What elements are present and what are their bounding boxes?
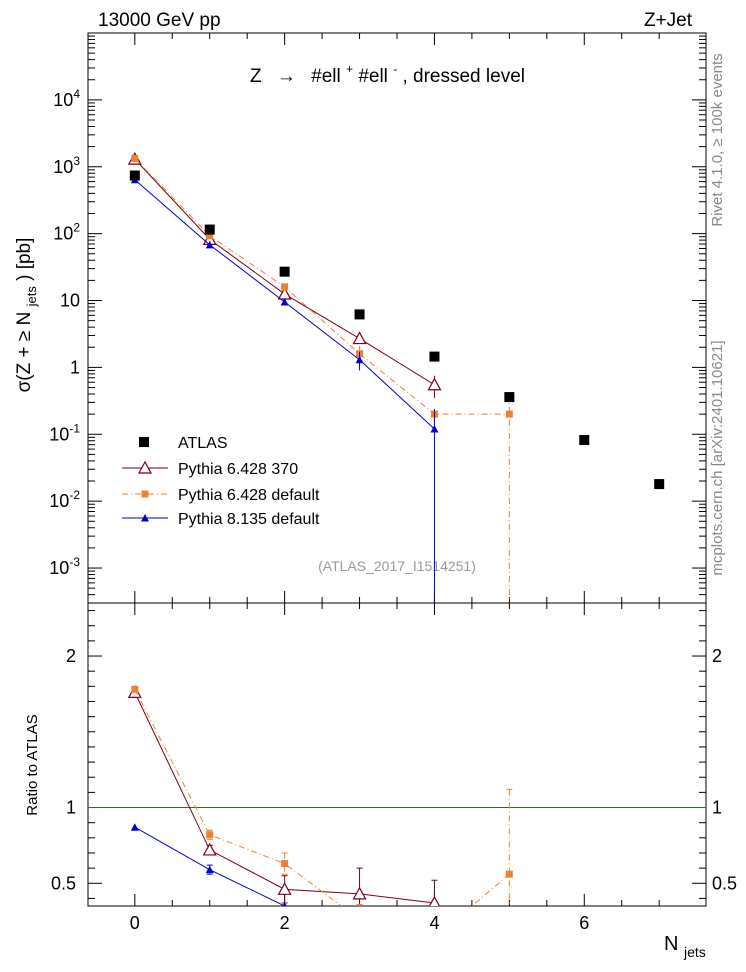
legend-label: Pythia 6.428 default (178, 487, 320, 504)
data-point (280, 298, 289, 306)
ratio-y-tick-label: 2 (66, 646, 76, 666)
y-axis-label: σ(Z + ≥ N jets ) [pb] (14, 238, 41, 393)
title-post: , dressed level (402, 66, 525, 87)
ratio-panel: 0 2 4 6 0.5 0.5 1 1 2 2 (51, 602, 737, 951)
atlas-point (429, 351, 440, 362)
ratio-series-line (134, 826, 287, 906)
y-axis-label-sub: jets (24, 286, 39, 308)
analysis-watermark: (ATLAS_2017_I1514251) (318, 558, 476, 574)
ratio-point (356, 916, 363, 923)
y-tick-label: 10-1 (49, 421, 80, 444)
ratio-y-tick-label-right: 0.5 (712, 873, 737, 893)
ratio-y-tick-label: 1 (66, 798, 76, 818)
ratio-y-tick-label: 0.5 (51, 873, 76, 893)
ratio-point (131, 685, 139, 693)
data-point (505, 410, 513, 418)
ratio-y-axis-label: Ratio to ATLAS (24, 714, 41, 815)
data-point (430, 424, 439, 433)
legend-atlas-marker (139, 437, 149, 447)
x-tick-label: 6 (579, 913, 589, 933)
ratio-point (431, 934, 438, 941)
legend-label: Pythia 8.135 default (178, 511, 320, 528)
series-line (134, 158, 510, 415)
ratio-point (428, 895, 441, 906)
ratio-point (430, 943, 438, 951)
title-lep1: #ell (311, 66, 341, 87)
ratio-point (505, 870, 513, 878)
y-tick-label: 1 (70, 357, 80, 377)
atlas-point (354, 309, 365, 320)
main-panel: 10-3 10-2 10-1 1 10 102 103 104 (49, 32, 707, 906)
atlas-point (129, 170, 140, 181)
data-point (206, 232, 214, 240)
y-tick-label: 10-3 (49, 555, 80, 578)
x-axis-label-main: N (664, 933, 678, 955)
atlas-point (504, 392, 515, 403)
legend: ATLAS Pythia 6.428 370 Pythia 6.428 defaul… (122, 435, 320, 528)
ratio-frame (87, 602, 707, 907)
ratio-series-group (127, 685, 513, 951)
mcplots-label: mcplots.cern.ch [arXiv:2401.10621] (709, 340, 726, 575)
rivet-label: Rivet 4.1.0, ≥ 100k events (709, 53, 726, 226)
x-axis-label: N jets (664, 933, 706, 960)
ratio-point (130, 823, 139, 831)
y-tick-label: 104 (53, 87, 80, 110)
main-series-group (127, 151, 665, 603)
ratio-point (205, 865, 214, 874)
y-tick-label: 10-2 (49, 488, 80, 511)
data-point (131, 154, 139, 162)
legend-marker (141, 514, 149, 522)
atlas-point (279, 266, 290, 277)
ratio-point (352, 886, 367, 900)
plot-title: Z → #ell + #ell - , dressed level (250, 57, 525, 87)
atlas-point (654, 479, 665, 490)
title-pre: Z (250, 66, 262, 87)
legend-label: ATLAS (178, 435, 228, 452)
title-sup2: - (393, 62, 397, 76)
x-tick-label: 4 (429, 913, 439, 933)
x-axis-label-sub: jets (683, 944, 706, 960)
data-point (352, 331, 367, 345)
y-axis-label-post: ) [pb] (14, 238, 35, 281)
x-tick-label: 2 (280, 913, 290, 933)
data-point (205, 240, 214, 249)
title-arrow: → (277, 66, 296, 87)
ratio-y-tick-label-right: 2 (712, 646, 722, 666)
ratio-point (356, 923, 364, 931)
y-axis-label-pre: σ(Z + ≥ N (14, 312, 35, 393)
legend-marker (137, 460, 153, 474)
title-lep2: #ell (358, 66, 388, 87)
legend-label: Pythia 6.428 370 (178, 461, 298, 478)
energy-label: 13000 GeV pp (98, 10, 221, 31)
title-sup1: + (346, 62, 353, 76)
data-point (281, 283, 289, 291)
data-point (355, 355, 364, 364)
ratio-series-line (134, 689, 510, 906)
ratio-point (277, 882, 292, 895)
x-tick-label: 0 (130, 913, 140, 933)
ratio-point (202, 842, 217, 856)
legend-marker (141, 490, 149, 498)
ratio-point (281, 860, 289, 868)
y-tick-label: 103 (53, 154, 80, 177)
atlas-point (579, 435, 590, 446)
ratio-y-tick-label-right: 1 (712, 798, 722, 818)
atlas-point (204, 224, 215, 235)
y-tick-label: 10 (60, 291, 80, 311)
ratio-point (206, 831, 214, 839)
ratio-point (282, 902, 287, 906)
process-label: Z+Jet (644, 10, 693, 31)
data-point (427, 377, 442, 391)
y-tick-label: 102 (53, 221, 80, 244)
